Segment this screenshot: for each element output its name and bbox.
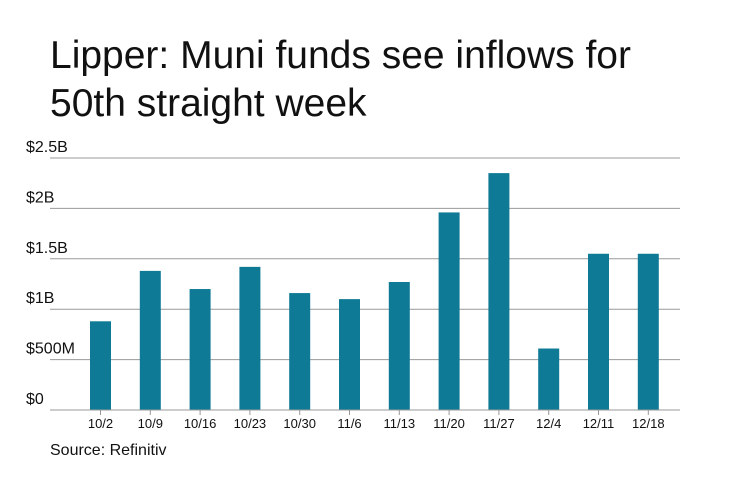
y-tick-label: $2.5B <box>26 139 68 156</box>
y-tick-label: $1.5B <box>26 240 68 257</box>
x-tick-label: 11/27 <box>483 416 515 431</box>
chart-title-line-2: 50th straight week <box>50 82 367 125</box>
bar-10-2 <box>90 321 111 410</box>
bar-12-18 <box>637 253 659 410</box>
x-tick-label: 10/9 <box>138 416 163 431</box>
bar-11-13 <box>388 281 410 410</box>
bar-11-6 <box>339 299 360 410</box>
x-tick-label: 11/13 <box>384 416 416 431</box>
bar-12-4 <box>538 348 560 410</box>
x-tick-label: 11/20 <box>433 416 465 431</box>
bar-10-16 <box>189 289 211 410</box>
chart-title-line-1: Lipper: Muni funds see inflows for <box>50 34 631 77</box>
bar-10-30 <box>289 293 311 410</box>
y-tick-label: $2B <box>26 189 54 206</box>
x-tick-label: 10/30 <box>283 416 316 431</box>
source-note: Source: Refinitiv <box>50 442 167 459</box>
y-tick-label: $0 <box>26 391 44 408</box>
x-tick-label: 12/11 <box>583 416 615 431</box>
y-tick-label: $500M <box>26 341 75 358</box>
x-tick-label: 11/6 <box>337 416 361 431</box>
chart-title: Lipper: Muni funds see inflows for 50th … <box>50 32 720 128</box>
bar-11-20 <box>438 212 460 410</box>
x-tick-label: 10/23 <box>234 416 267 431</box>
x-tick-label: 12/4 <box>536 416 561 431</box>
x-tick-label: 10/16 <box>184 416 217 431</box>
bar-11-27 <box>488 173 510 410</box>
x-tick-label: 12/18 <box>632 416 665 431</box>
x-tick-label: 10/2 <box>88 416 113 431</box>
bar-10-23 <box>239 266 261 410</box>
bar-12-11 <box>588 253 609 410</box>
bar-10-9 <box>139 270 161 410</box>
y-tick-label: $1B <box>26 290 54 307</box>
